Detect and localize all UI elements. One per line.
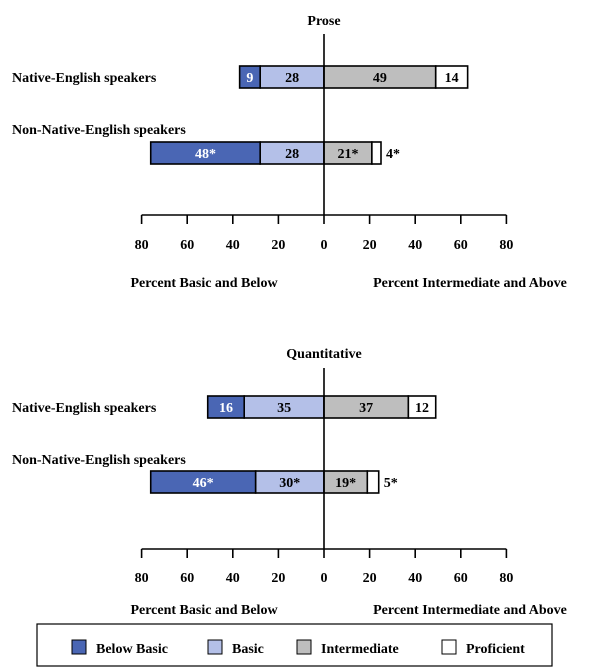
prose-chart-panel: Prose Native-English speakers Non-Native-E… — [12, 14, 567, 291]
quantitative-x-label-left: Percent Basic and Below — [130, 603, 278, 618]
prose-x-label-right: Percent Intermediate and Above — [373, 276, 567, 291]
quantitative-data-label-below-basic-non-native-english-speakers: 46* — [193, 476, 214, 491]
quantitative-data-label-below-basic-native-english-speakers: 16 — [219, 401, 233, 416]
quantitative-data-label-proficient-non-native-english-speakers: 5* — [384, 476, 398, 491]
prose-data-label-proficient-native-english-speakers: 14 — [445, 71, 459, 86]
prose-x-tick-label-5: 20 — [363, 238, 377, 253]
prose-x-tick-label-4: 0 — [321, 238, 328, 253]
quantitative-bar-proficient-non-native-english-speakers — [366, 470, 380, 494]
prose-bar-below-basic-native-english-speakers — [238, 65, 261, 89]
quantitative-x-tick-label-3: 20 — [271, 571, 285, 586]
quantitative-bar-below-basic-non-native-english-speakers — [149, 470, 257, 494]
quantitative-data-label-intermediate-non-native-english-speakers: 19* — [335, 476, 356, 491]
quantitative-bar-proficient-native-english-speakers — [407, 395, 437, 419]
quantitative-x-tick-label-4: 0 — [321, 571, 328, 586]
quantitative-chart-title: Quantitative — [286, 347, 361, 362]
prose-x-tick-label-0: 80 — [135, 238, 149, 253]
prose-category-label-native-english-speakers: Native-English speakers — [12, 71, 157, 86]
prose-x-tick-label-7: 60 — [454, 238, 468, 253]
quantitative-x-tick-label-6: 40 — [408, 571, 422, 586]
quantitative-bar-below-basic-native-english-speakers — [206, 395, 246, 419]
quantitative-category-label-native-english-speakers: Native-English speakers — [12, 401, 157, 416]
prose-x-tick-label-2: 40 — [226, 238, 240, 253]
prose-data-label-basic-native-english-speakers: 28 — [285, 71, 299, 86]
quantitative-x-tick-label-2: 40 — [226, 571, 240, 586]
prose-bar-proficient-non-native-english-speakers — [371, 141, 382, 165]
prose-data-label-proficient-non-native-english-speakers: 4* — [386, 147, 400, 162]
legend-label-proficient: Proficient — [466, 642, 525, 657]
quantitative-x-tick-label-0: 80 — [135, 571, 149, 586]
prose-bar-below-basic-non-native-english-speakers — [149, 141, 261, 165]
legend-swatch-below-basic — [71, 639, 87, 655]
prose-data-label-intermediate-non-native-english-speakers: 21* — [337, 147, 358, 162]
legend: Below Basic Basic Intermediate Proficien… — [36, 623, 553, 667]
prose-data-label-basic-non-native-english-speakers: 28 — [285, 147, 299, 162]
quantitative-chart-panel: Quantitative Native-English speakers Non-N… — [12, 347, 567, 618]
quantitative-data-label-proficient-native-english-speakers: 12 — [415, 401, 429, 416]
prose-x-tick-label-6: 40 — [408, 238, 422, 253]
legend-label-intermediate: Intermediate — [321, 642, 399, 657]
quantitative-data-label-intermediate-native-english-speakers: 37 — [359, 401, 373, 416]
quantitative-x-tick-label-8: 80 — [499, 571, 513, 586]
legend-label-below-basic: Below Basic — [96, 642, 168, 657]
quantitative-x-tick-label-7: 60 — [454, 571, 468, 586]
quantitative-x-tick-label-5: 20 — [363, 571, 377, 586]
prose-category-label-non-native-english-speakers: Non-Native-English speakers — [12, 123, 186, 138]
prose-data-label-below-basic-native-english-speakers: 9 — [246, 71, 253, 86]
prose-x-tick-label-8: 80 — [499, 238, 513, 253]
quantitative-data-label-basic-non-native-english-speakers: 30* — [279, 476, 300, 491]
prose-x-tick-label-1: 60 — [180, 238, 194, 253]
quantitative-data-label-basic-native-english-speakers: 35 — [277, 401, 291, 416]
quantitative-x-label-right: Percent Intermediate and Above — [373, 603, 567, 618]
quantitative-x-tick-label-1: 60 — [180, 571, 194, 586]
quantitative-category-label-non-native-english-speakers: Non-Native-English speakers — [12, 453, 186, 468]
legend-swatch-proficient — [441, 639, 457, 655]
prose-data-label-intermediate-native-english-speakers: 49 — [373, 71, 387, 86]
prose-data-label-below-basic-non-native-english-speakers: 48* — [195, 147, 216, 162]
prose-bar-proficient-native-english-speakers — [434, 65, 469, 89]
legend-swatch-intermediate — [296, 639, 312, 655]
legend-label-basic: Basic — [232, 642, 264, 657]
prose-x-tick-label-3: 20 — [271, 238, 285, 253]
prose-x-label-left: Percent Basic and Below — [130, 276, 278, 291]
legend-swatch-basic — [207, 639, 223, 655]
prose-chart-title: Prose — [307, 14, 340, 29]
legend-frame — [36, 623, 553, 667]
